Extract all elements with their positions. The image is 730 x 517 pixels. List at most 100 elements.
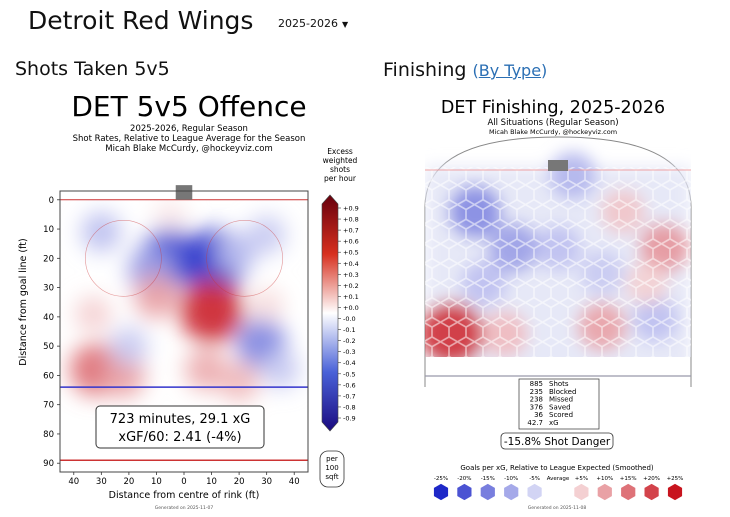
offence-colorbar-tick-label-0: +0.9 <box>343 205 359 213</box>
finishing-legend: -25% -20% -15% -10% -5% Average +5% +10% +15% +20… <box>433 476 683 501</box>
finishing-stat-value-3: 376 <box>530 403 544 411</box>
finishing-legend-label-7: +10% <box>596 476 613 482</box>
offence-colorbar-tick-label-3: +0.6 <box>343 238 359 246</box>
offence-heat-blob-14 <box>185 348 228 391</box>
offence-x-tick-label-2: 20 <box>123 477 134 487</box>
finishing-legend-hex-9 <box>643 483 660 501</box>
offence-heat-blob-16 <box>154 199 187 231</box>
finishing-legend-label-6: +5% <box>575 476 588 482</box>
offence-x-axis-label: Distance from centre of rink (ft) <box>109 490 260 501</box>
finishing-chart-title: DET Finishing, 2025-2026 <box>441 98 665 118</box>
finishing-subtitle-2: Micah Blake McCurdy, @hockeyviz.com <box>489 128 617 136</box>
offence-footer: Generated on 2025-11-07 <box>155 505 214 511</box>
offence-y-tick-label-6: 60 <box>43 371 54 381</box>
offence-unit-2: 100 <box>325 464 338 472</box>
offence-heat-blob-12 <box>261 350 300 389</box>
finishing-legend-label-4: -5% <box>529 476 540 482</box>
offence-faceoff-circle-left <box>85 220 162 297</box>
finishing-stat-value-1: 235 <box>530 388 543 396</box>
finishing-legend-label-5: Average <box>547 476 570 482</box>
finishing-stats-frame <box>518 378 600 430</box>
finishing-stat-label-5: xG <box>549 419 559 427</box>
offence-x-tick-label-7: 30 <box>261 477 272 487</box>
offence-colorbar-tick-label-6: +0.3 <box>343 271 359 279</box>
finishing-stat-value-5: 42.7 <box>527 419 543 427</box>
finishing-footer: Generated on 2025-11-08 <box>528 505 587 511</box>
finishing-stat-label-0: Shots <box>549 380 569 388</box>
season-select-value: 2025-2026 <box>278 17 338 30</box>
offence-faceoff-circle-right <box>206 220 283 297</box>
offence-heat-blob-7 <box>134 274 179 319</box>
offence-summary-box <box>95 405 265 449</box>
offence-y-tick-label-9: 90 <box>43 459 54 469</box>
finishing-legend-hex-0 <box>433 483 449 501</box>
season-select[interactable]: 2025-2026 ▼ <box>278 17 348 30</box>
finishing-legend-hex-4 <box>526 483 543 501</box>
offence-heat-blob-5 <box>247 215 286 254</box>
finishing-legend-label-3: -10% <box>504 476 518 482</box>
offence-x-tick-label-4: 0 <box>181 477 186 487</box>
offence-colorbar-tick-label-11: -0.1 <box>343 326 356 334</box>
section-title-finishing: Finishing (By Type) <box>383 59 547 81</box>
finishing-stat-value-4: 36 <box>534 411 543 419</box>
finishing-legend-hex-10 <box>667 483 683 501</box>
chevron-down-icon: ▼ <box>341 20 349 29</box>
section-title-finishing-label: Finishing <box>383 59 467 81</box>
offence-colorbar-tick-label-13: -0.3 <box>343 348 356 356</box>
offence-colorbar-tick-label-5: +0.4 <box>343 260 359 268</box>
offence-x-tick-label-6: 20 <box>234 477 245 487</box>
finishing-legend-label-8: +15% <box>620 476 637 482</box>
offence-heat-blob-6 <box>179 279 244 344</box>
finishing-stat-label-4: Scored <box>549 411 573 419</box>
finishing-stat-value-0: 885 <box>530 380 543 388</box>
finishing-shot-danger-box <box>500 432 614 450</box>
offence-heat-blob-13 <box>109 327 148 366</box>
offence-chart-title: DET 5v5 Offence <box>71 90 306 123</box>
offence-x-tick-label-8: 40 <box>289 477 300 487</box>
finishing-stat-value-2: 238 <box>530 396 543 404</box>
finishing-legend-title: Goals per xG, Relative to League Expecte… <box>460 464 654 472</box>
finishing-legend-label-1: -20% <box>457 476 471 482</box>
offence-y-tick-label-0: 0 <box>49 196 54 206</box>
finishing-legend-hex-2 <box>480 483 496 501</box>
offence-y-tick-label-8: 80 <box>43 430 54 440</box>
offence-net <box>175 185 193 200</box>
finishing-rink-markings <box>425 160 691 377</box>
offence-y-tick-label-2: 20 <box>43 254 54 264</box>
finishing-heatmap-chart: DET Finishing, 2025-2026 All Situations … <box>424 98 692 511</box>
finishing-legend-hex-6 <box>573 483 590 501</box>
offence-y-tick-label-4: 40 <box>43 313 54 323</box>
offence-colorbar-tick-label-2: +0.7 <box>343 227 359 235</box>
finishing-legend-hex-3 <box>503 483 519 501</box>
offence-colorbar-title-3: shots <box>330 165 350 174</box>
offence-colorbar-tick-label-16: -0.6 <box>343 381 356 389</box>
section-title-shots: Shots Taken 5v5 <box>15 58 170 80</box>
offence-colorbar-tick-label-12: -0.2 <box>343 337 356 345</box>
offence-heat-blob-8 <box>75 295 112 332</box>
offence-summary-line-1: 723 minutes, 29.1 xG <box>110 412 251 427</box>
offence-y-tick-label-3: 30 <box>43 284 54 294</box>
offence-x-tick-label-3: 10 <box>151 477 162 487</box>
offence-subtitle-3: Micah Blake McCurdy, @hockeyviz.com <box>105 144 272 154</box>
finishing-net <box>548 160 568 171</box>
offence-colorbar-tick-label-4: +0.5 <box>343 249 359 257</box>
offence-colorbar <box>321 194 339 432</box>
offence-colorbar-tick-label-18: -0.8 <box>343 403 356 411</box>
finishing-stat-label-3: Saved <box>549 403 571 411</box>
finishing-legend-hex-1 <box>456 483 473 501</box>
offence-colorbar-title-1: Excess <box>327 147 353 156</box>
offence-subtitle-2: Shot Rates, Relative to League Average f… <box>73 134 306 144</box>
offence-x-tick-label-0: 40 <box>68 477 79 487</box>
offence-colorbar-tick-label-14: -0.4 <box>343 359 356 367</box>
shots-heatmap-chart: DET 5v5 Offence 2025-2026, Regular Seaso… <box>18 90 359 511</box>
finishing-legend-hex-8 <box>620 483 636 501</box>
offence-x-tick-label-5: 10 <box>206 477 217 487</box>
finishing-legend-label-0: -25% <box>434 476 448 482</box>
finishing-stats-box: 885 Shots 235 Blocked 238 Missed 376 Saved 36 Sco… <box>518 378 600 430</box>
offence-y-tick-label-7: 70 <box>43 401 54 411</box>
offence-subtitle-1: 2025-2026, Regular Season <box>130 124 248 134</box>
finishing-stat-label-2: Missed <box>549 396 573 404</box>
by-type-link[interactable]: By Type <box>478 61 542 80</box>
offence-y-tick-label-1: 10 <box>43 225 54 235</box>
offence-colorbar-tick-label-19: -0.9 <box>343 415 356 423</box>
